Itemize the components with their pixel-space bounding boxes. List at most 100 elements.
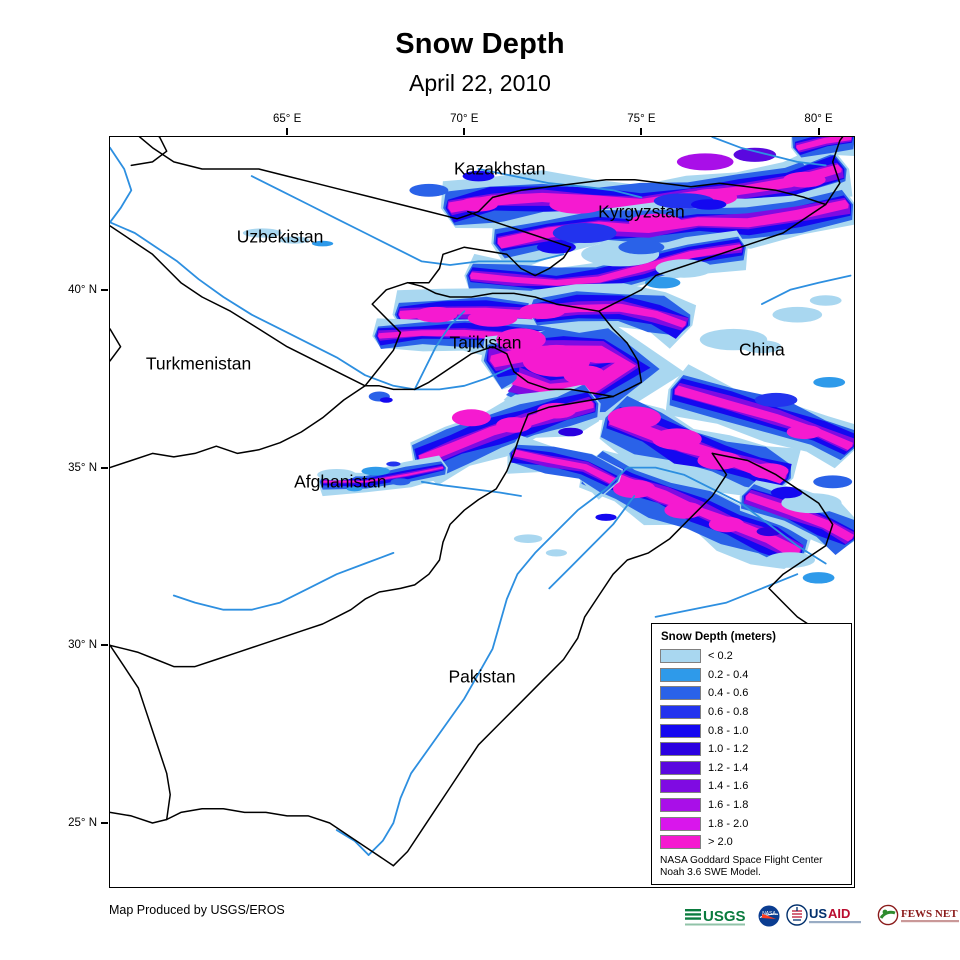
map-credit: Map Produced by USGS/EROS <box>109 903 285 917</box>
legend-label: < 0.2 <box>708 650 733 663</box>
country-border-line <box>824 137 844 206</box>
legend-panel: Snow Depth (meters) < 0.2 0.2 - 0.4 0.4 - … <box>651 623 852 885</box>
legend-swatch <box>660 686 701 701</box>
snow-band <box>674 385 853 450</box>
lat-tick-mark-2 <box>101 644 108 647</box>
snow-patch <box>595 513 617 521</box>
legend-swatch <box>660 835 701 850</box>
snow-core <box>708 516 745 533</box>
snow-patch <box>409 183 449 197</box>
legend-label: 0.8 - 1.0 <box>708 724 749 737</box>
snow-pocket <box>691 199 727 210</box>
country-border-line <box>110 328 122 362</box>
snow-core <box>629 213 683 231</box>
legend-label: 0.6 - 0.8 <box>708 706 749 719</box>
river-line <box>548 495 636 590</box>
snow-core <box>786 424 823 440</box>
snow-core <box>549 195 606 214</box>
snow-band <box>796 137 852 151</box>
fewsnet-logo: FEWS NET <box>877 904 960 928</box>
snow-band <box>470 244 742 286</box>
lon-tick-label-0: 65° E <box>273 113 302 125</box>
legend-label: 0.2 - 0.4 <box>708 668 749 681</box>
svg-text:USGS: USGS <box>703 908 746 925</box>
snow-patch <box>754 392 798 408</box>
country-border-line <box>598 203 827 312</box>
lon-tick-label-3: 80° E <box>804 113 833 125</box>
snow-core <box>519 303 566 319</box>
river-line <box>110 221 512 391</box>
legend-row: 1.0 - 1.2 <box>660 740 843 759</box>
legend-label: 1.8 - 2.0 <box>708 817 749 830</box>
legend-row: 1.4 - 1.6 <box>660 777 843 796</box>
legend-label: 1.4 - 1.6 <box>708 780 749 793</box>
legend-label: 1.6 - 1.8 <box>708 799 749 812</box>
snow-patch <box>813 475 853 489</box>
snow-patch <box>809 295 842 306</box>
legend-swatch <box>660 798 701 813</box>
usaid-logo: US AID <box>786 904 872 928</box>
legend-swatch <box>660 667 701 682</box>
river-line <box>367 466 629 856</box>
snow-patch <box>279 236 310 244</box>
river-line <box>413 310 466 391</box>
snow-patch <box>765 552 815 568</box>
snow-core <box>613 479 656 499</box>
river-line <box>761 274 852 306</box>
legend-swatch <box>660 723 701 738</box>
snow-pocket <box>770 486 803 499</box>
legend-row: < 0.2 <box>660 647 843 666</box>
river-line <box>250 175 565 266</box>
snow-patch <box>742 340 782 354</box>
legend-row: 1.2 - 1.4 <box>660 759 843 778</box>
snow-patch <box>558 427 583 437</box>
page-subtitle: April 22, 2010 <box>409 70 551 96</box>
snow-patch <box>379 397 393 403</box>
legend-swatch <box>660 705 701 720</box>
legend-title: Snow Depth (meters) <box>661 631 777 643</box>
snow-patch <box>552 223 617 243</box>
legend-row: 0.6 - 0.8 <box>660 703 843 722</box>
snow-depth-raster <box>242 137 854 584</box>
country-border-line <box>130 137 168 167</box>
legend-swatch <box>660 742 701 757</box>
snow-patch <box>733 147 777 162</box>
snow-patch <box>317 469 357 481</box>
lon-tick-mark-0 <box>286 128 289 135</box>
legend-row: 0.2 - 0.4 <box>660 666 843 685</box>
svg-text:AID: AID <box>828 906 850 921</box>
country-label-china: China <box>739 339 785 360</box>
country-border-line <box>392 452 728 867</box>
snow-core <box>652 428 702 450</box>
legend-swatch <box>660 649 701 664</box>
country-label-kyrgyzstan: Kyrgyzstan <box>598 201 685 222</box>
country-label-kazakhstan: Kazakhstan <box>453 158 546 179</box>
country-label-afghanistan: Afghanistan <box>294 471 387 492</box>
svg-text:US: US <box>809 906 827 921</box>
river-line <box>626 466 827 565</box>
lat-tick-mark-0 <box>101 288 108 291</box>
river-line <box>711 137 827 167</box>
lon-tick-mark-3 <box>817 128 820 135</box>
legend-row: 0.8 - 1.0 <box>660 721 843 740</box>
snow-band <box>448 164 842 213</box>
legend-row: > 2.0 <box>660 833 843 852</box>
snow-patch <box>655 259 713 278</box>
snow-core <box>563 365 606 386</box>
snow-core <box>467 309 518 327</box>
lon-tick-mark-2 <box>640 128 643 135</box>
snow-patch <box>781 493 842 514</box>
legend-row: 1.6 - 1.8 <box>660 796 843 815</box>
snow-core <box>697 451 742 470</box>
country-border-line <box>110 395 614 668</box>
snow-band <box>609 412 787 484</box>
snow-band <box>512 449 616 485</box>
legend-swatch <box>660 816 701 831</box>
snow-patch <box>802 572 835 584</box>
lon-tick-mark-1 <box>463 128 466 135</box>
legend-row: 0.4 - 0.6 <box>660 684 843 703</box>
snow-core <box>607 406 661 430</box>
legend-class-list: < 0.2 0.2 - 0.4 0.4 - 0.6 0.6 - 0.8 0.8 - 1.… <box>660 647 843 852</box>
country-border-line <box>598 310 643 398</box>
